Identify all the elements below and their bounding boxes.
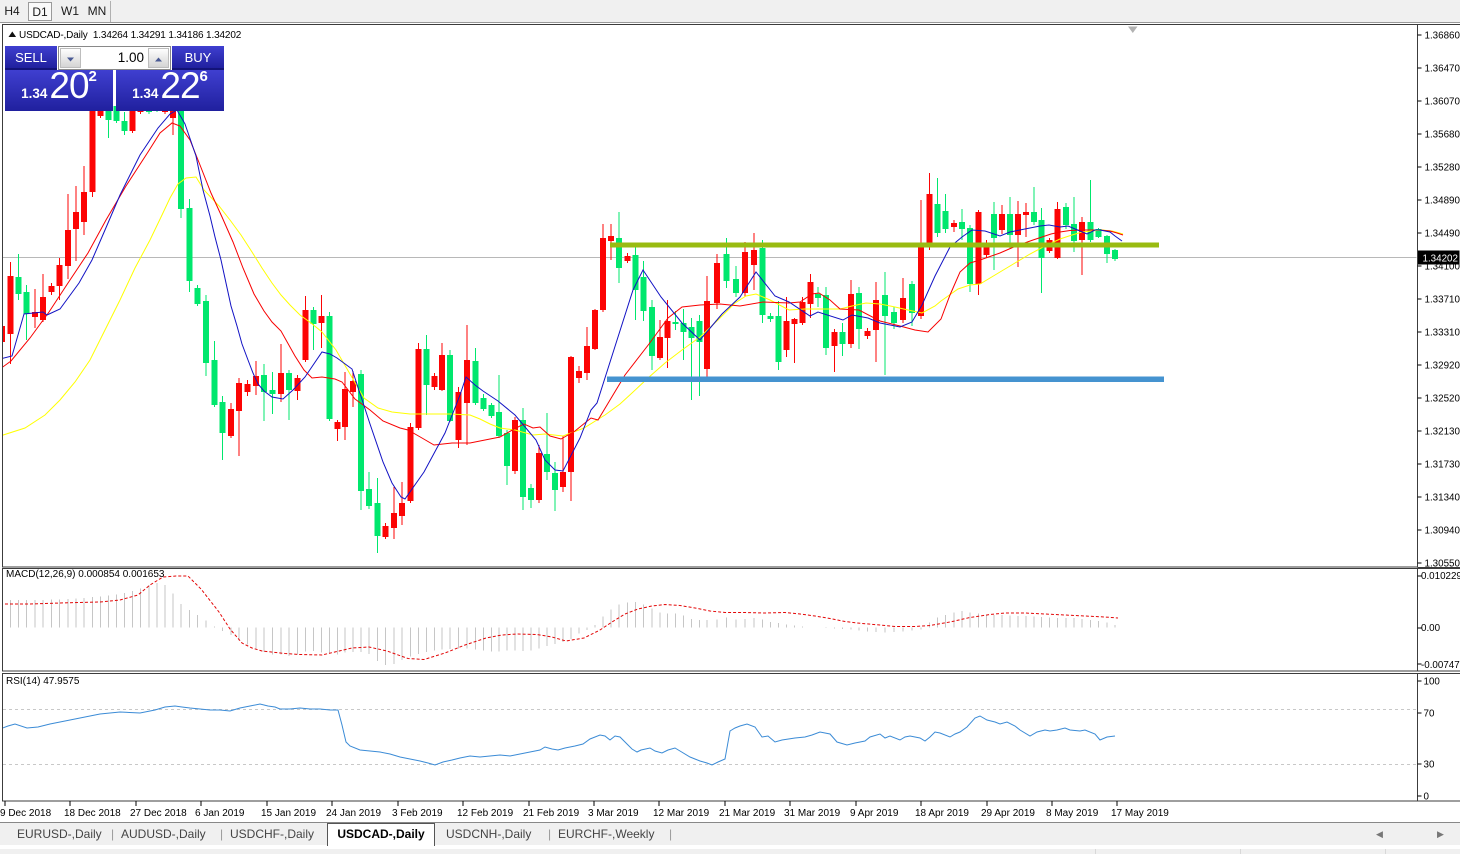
svg-text:12 Feb 2019: 12 Feb 2019 — [457, 808, 514, 819]
svg-text:100: 100 — [1424, 677, 1441, 688]
svg-text:9 Apr 2019: 9 Apr 2019 — [850, 808, 899, 819]
svg-text:29 Apr 2019: 29 Apr 2019 — [981, 808, 1035, 819]
svg-text:70: 70 — [1424, 709, 1435, 720]
svg-text:8 May 2019: 8 May 2019 — [1046, 808, 1099, 819]
svg-text:27 Dec 2018: 27 Dec 2018 — [130, 808, 187, 819]
svg-text:1.36470: 1.36470 — [1425, 64, 1460, 75]
svg-text:-0.007477: -0.007477 — [1421, 660, 1460, 671]
svg-text:0: 0 — [1424, 792, 1430, 803]
svg-text:3 Feb 2019: 3 Feb 2019 — [392, 808, 443, 819]
svg-text:1.34202: 1.34202 — [1423, 254, 1458, 265]
svg-text:1.34100: 1.34100 — [1425, 262, 1460, 273]
svg-text:9 Dec 2018: 9 Dec 2018 — [0, 808, 52, 819]
svg-text:21 Mar 2019: 21 Mar 2019 — [719, 808, 776, 819]
svg-text:18 Apr 2019: 18 Apr 2019 — [915, 808, 969, 819]
svg-text:1.35680: 1.35680 — [1425, 130, 1460, 141]
svg-text:1.33710: 1.33710 — [1425, 295, 1460, 306]
svg-text:18 Dec 2018: 18 Dec 2018 — [64, 808, 121, 819]
svg-text:30: 30 — [1424, 760, 1435, 771]
svg-text:17 May 2019: 17 May 2019 — [1111, 808, 1169, 819]
svg-text:15 Jan 2019: 15 Jan 2019 — [261, 808, 316, 819]
svg-text:31 Mar 2019: 31 Mar 2019 — [784, 808, 841, 819]
svg-text:1.31730: 1.31730 — [1425, 460, 1460, 471]
svg-text:1.35280: 1.35280 — [1425, 163, 1460, 174]
svg-text:1.32520: 1.32520 — [1425, 394, 1460, 405]
svg-text:1.34890: 1.34890 — [1425, 196, 1460, 207]
svg-text:21 Feb 2019: 21 Feb 2019 — [523, 808, 580, 819]
svg-text:USDCAD-,Daily 1.34264 1.34291: USDCAD-,Daily 1.34264 1.34291 1.34186 1.… — [19, 30, 242, 41]
svg-text:RSI(14) 47.9575: RSI(14) 47.9575 — [6, 676, 80, 687]
svg-text:1.34490: 1.34490 — [1425, 229, 1460, 240]
svg-text:1.30550: 1.30550 — [1425, 559, 1460, 570]
svg-text:1.33310: 1.33310 — [1425, 328, 1460, 339]
svg-text:0.00: 0.00 — [1421, 623, 1441, 634]
svg-text:12 Mar 2019: 12 Mar 2019 — [653, 808, 710, 819]
svg-text:1.32130: 1.32130 — [1425, 427, 1460, 438]
svg-text:1.30940: 1.30940 — [1425, 526, 1460, 537]
svg-text:1.36860: 1.36860 — [1425, 31, 1460, 42]
svg-text:3 Mar 2019: 3 Mar 2019 — [588, 808, 639, 819]
svg-text:1.31340: 1.31340 — [1425, 493, 1460, 504]
svg-text:0.010229: 0.010229 — [1421, 571, 1460, 582]
svg-text:1.36070: 1.36070 — [1425, 97, 1460, 108]
svg-text:MACD(12,26,9) 0.000854 0.00165: MACD(12,26,9) 0.000854 0.001653 — [6, 569, 165, 580]
svg-text:1.32920: 1.32920 — [1425, 361, 1460, 372]
svg-text:24 Jan 2019: 24 Jan 2019 — [326, 808, 381, 819]
svg-text:6 Jan 2019: 6 Jan 2019 — [195, 808, 245, 819]
